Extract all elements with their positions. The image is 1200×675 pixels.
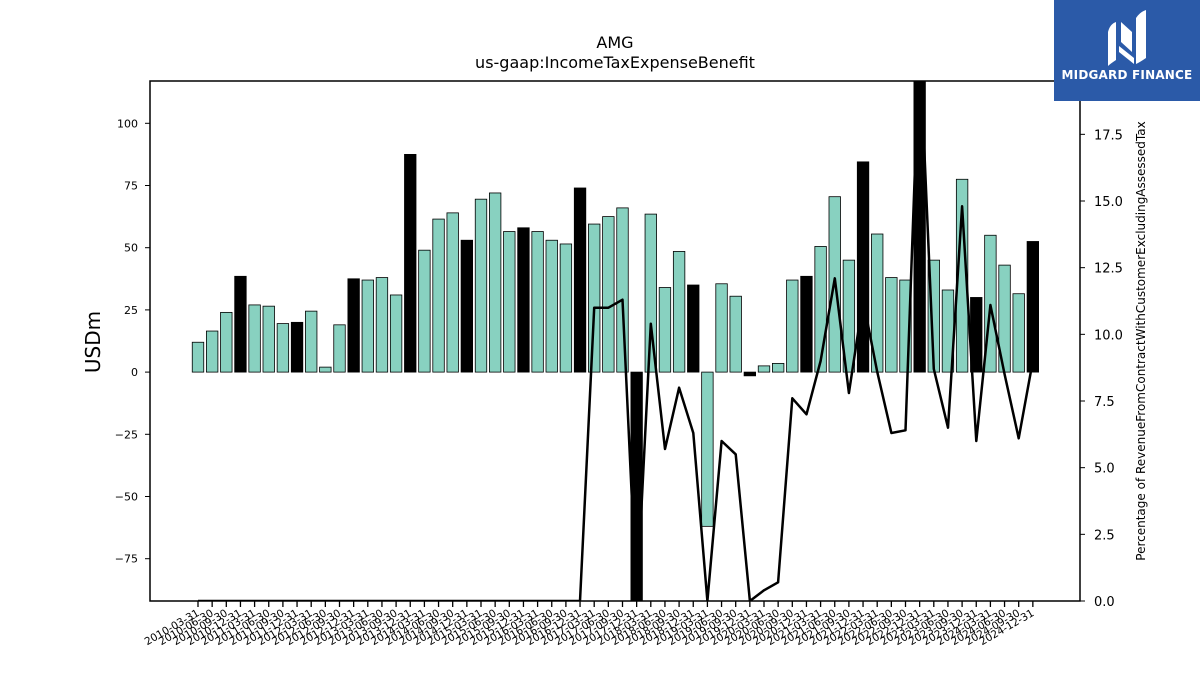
y2-tick-label: 10.0 [1094, 328, 1123, 343]
bar [856, 161, 870, 373]
bar [602, 216, 615, 373]
bar [644, 213, 657, 373]
bar [715, 283, 728, 373]
bar [772, 362, 785, 373]
y-tick-label: 25 [124, 304, 138, 317]
bar [375, 277, 389, 373]
bar [503, 231, 516, 373]
bar [729, 295, 742, 373]
bar [205, 330, 219, 373]
y-tick-label: −50 [115, 491, 138, 504]
bar [432, 218, 445, 373]
chart-title: AMG [596, 33, 633, 52]
bar [361, 279, 374, 373]
y2-tick-label: 2.5 [1094, 528, 1115, 543]
y-tick-label: −25 [115, 428, 138, 441]
bar [460, 239, 474, 373]
bar [389, 294, 403, 373]
y-tick-label: 75 [124, 179, 138, 192]
bar [786, 279, 799, 373]
bar [545, 239, 558, 373]
bar [305, 310, 318, 373]
brand-mark-icon [1108, 10, 1146, 66]
y2-tick-label: 15.0 [1094, 195, 1123, 210]
bar [616, 207, 629, 373]
bar [984, 234, 997, 373]
bar [446, 212, 459, 373]
bar [488, 192, 502, 373]
bar [517, 227, 530, 373]
y2-tick-label: 0.0 [1094, 595, 1115, 610]
bar [333, 324, 346, 373]
bar [319, 366, 332, 373]
bar [290, 321, 304, 373]
y2-tick-label: 17.5 [1094, 128, 1123, 143]
bar [899, 279, 912, 373]
y2-axis-label: Percentage of RevenueFromContractWithCus… [1134, 121, 1148, 560]
bar [814, 246, 827, 373]
bar [743, 371, 756, 377]
bar [588, 223, 601, 373]
chart-subtitle: us-gaap:IncomeTaxExpenseBenefit [475, 53, 755, 72]
y-tick-label: 50 [124, 242, 138, 255]
y-tick-label: 100 [117, 117, 138, 130]
bar [955, 178, 969, 373]
bar [687, 284, 700, 373]
bar [276, 323, 290, 373]
bar [559, 243, 573, 373]
bar [220, 311, 233, 373]
y-tick-label: −75 [115, 553, 138, 566]
percentage-line [198, 81, 1035, 601]
bar [701, 371, 714, 527]
y-tick-label: 0 [131, 366, 138, 379]
y2-tick-label: 12.5 [1094, 262, 1123, 277]
y-axis-label: USDm [81, 311, 105, 373]
bar [672, 251, 686, 373]
bar [531, 231, 544, 373]
bar [418, 249, 431, 373]
brand-name: MIDGARD FINANCE [1061, 68, 1193, 82]
bar [757, 365, 771, 373]
bar [191, 341, 205, 373]
bar [262, 305, 275, 373]
bar [658, 287, 672, 373]
plot-frame [149, 80, 1081, 602]
bar [404, 153, 417, 373]
bar [234, 275, 247, 373]
brand-logo: MIDGARD FINANCE [1054, 0, 1200, 101]
bar [248, 304, 261, 373]
bar [474, 198, 488, 373]
bar [573, 187, 587, 373]
bar [630, 371, 643, 601]
y2-tick-label: 5.0 [1094, 462, 1115, 477]
bar [1012, 293, 1025, 373]
bar [885, 277, 898, 373]
y2-tick-label: 7.5 [1094, 395, 1115, 410]
bar [800, 275, 813, 373]
bar [347, 278, 360, 373]
bar [1026, 241, 1039, 373]
bar [842, 259, 856, 373]
